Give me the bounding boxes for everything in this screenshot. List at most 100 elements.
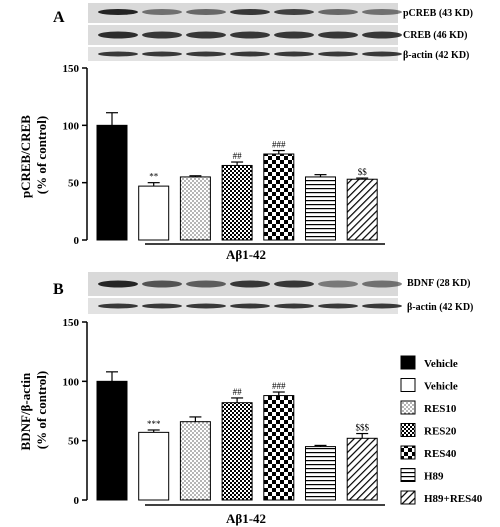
bar-vehicle (138, 431, 170, 501)
bar-res10 (179, 421, 211, 501)
blot-band (98, 9, 138, 15)
y-tick-label: 150 (63, 63, 80, 75)
blot-band (362, 31, 402, 39)
legend-label: Vehicle (424, 358, 458, 370)
y-tick-label: 50 (68, 178, 80, 190)
blot-band (274, 280, 314, 288)
blot-band (142, 51, 182, 57)
panel-a-western-blot: pCREB (43 KD) CREB (46 KD) β-actin (42 K… (88, 3, 473, 61)
blot-band (274, 303, 314, 309)
blot-band (186, 51, 226, 57)
panel-b-label: B (53, 281, 64, 298)
blot-band (318, 51, 358, 57)
y-axis-label-line: (% of control) (34, 371, 49, 449)
blot-band (142, 280, 182, 288)
blot-label: pCREB (43 KD) (403, 8, 473, 19)
y-tick-label: 100 (63, 376, 80, 388)
blot-band (186, 31, 226, 39)
bar-res40 (263, 395, 295, 501)
blot-band (274, 51, 314, 57)
legend: Vehicle Vehicle RES10 RES20 RES40 H89 H89+RES4… (400, 355, 483, 505)
blot-band (98, 31, 138, 39)
y-axis-label-line: (% of control) (34, 116, 49, 194)
blot-band (142, 303, 182, 309)
panel-a-bar-chart: pCREB/CREB (% of control) Aβ1-42 0 50 100 1… (18, 63, 385, 262)
y-tick-label: 0 (74, 495, 80, 507)
x-axis-group-label: Aβ1-42 (226, 511, 266, 526)
bar-h89 (305, 176, 336, 241)
panel-a-label: A (53, 9, 65, 26)
significance-marker: $$$ (355, 423, 369, 433)
significance-marker: ## (233, 151, 243, 161)
legend-swatch (400, 355, 416, 370)
panel-a: A pCREB (43 KD) CREB (46 KD) β-actin (42… (18, 3, 473, 262)
legend-label: RES20 (424, 426, 457, 438)
bar-h89-res40 (346, 437, 378, 501)
bar-res10 (179, 176, 211, 241)
blot-band (98, 280, 138, 288)
blot-band (318, 303, 358, 309)
legend-swatch (400, 490, 416, 505)
blot-band (274, 9, 314, 15)
legend-swatch (400, 378, 416, 392)
blot-band (186, 303, 226, 309)
panel-b-bar-chart: BDNF/β-actin (% of control) Aβ1-42 0 50 10… (18, 317, 385, 526)
blot-band (362, 303, 402, 309)
blot-band (230, 9, 270, 15)
blot-label: BDNF (28 KD) (407, 278, 471, 289)
significance-marker: ## (233, 387, 243, 397)
significance-marker: *** (147, 419, 161, 429)
blot-band (186, 280, 226, 288)
bar-h89 (305, 446, 336, 501)
blot-band (142, 31, 182, 39)
significance-marker: ### (272, 381, 286, 391)
blot-label: β-actin (42 KD) (407, 302, 473, 313)
x-axis-group-label: Aβ1-42 (226, 247, 266, 262)
panel-b-western-blot: BDNF (28 KD) β-actin (42 KD) (88, 272, 473, 314)
bar-vehicle (96, 124, 128, 241)
blot-band (318, 280, 358, 288)
significance-marker: ### (272, 140, 286, 150)
blot-band (362, 280, 402, 288)
legend-label: H89 (424, 471, 444, 483)
y-axis-label-line: BDNF/β-actin (18, 372, 33, 450)
blot-band (230, 280, 270, 288)
legend-label: RES10 (424, 403, 457, 415)
blot-band (230, 51, 270, 57)
bar-res40 (263, 153, 295, 241)
legend-swatch (400, 445, 416, 460)
blot-band (362, 9, 402, 15)
legend-swatch (400, 400, 416, 415)
blot-band (230, 31, 270, 39)
blot-band (98, 51, 138, 57)
blot-band (142, 9, 182, 15)
y-axis-label-line: pCREB/CREB (18, 115, 33, 198)
significance-marker: ** (149, 172, 159, 182)
y-tick-label: 0 (74, 235, 80, 247)
blot-band (318, 9, 358, 15)
y-tick-label: 100 (63, 120, 80, 132)
y-tick-label: 150 (63, 317, 80, 329)
legend-label: Vehicle (424, 381, 458, 393)
bar-res20 (221, 402, 253, 501)
blot-band (98, 303, 138, 309)
blot-label: β-actin (42 KD) (403, 50, 469, 61)
blot-band (230, 303, 270, 309)
legend-label: RES40 (424, 448, 457, 460)
panel-b: B BDNF (28 KD) β-actin (42 KD) BDNF/β-ac… (18, 272, 473, 526)
significance-marker: $$ (358, 167, 368, 177)
y-axis-label: BDNF/β-actin (% of control) (18, 370, 49, 451)
y-axis-label: pCREB/CREB (% of control) (18, 112, 49, 198)
blot-band (186, 9, 226, 15)
blot-band (274, 31, 314, 39)
legend-label: H89+RES40 (424, 493, 483, 505)
bar-vehicle (96, 380, 128, 501)
legend-swatch (400, 468, 416, 482)
blot-label: CREB (46 KD) (403, 30, 467, 41)
bar-res20 (221, 164, 253, 241)
bar-h89-res40 (346, 178, 378, 241)
bar-vehicle (138, 185, 170, 241)
y-tick-label: 50 (68, 436, 80, 448)
blot-band (318, 31, 358, 39)
